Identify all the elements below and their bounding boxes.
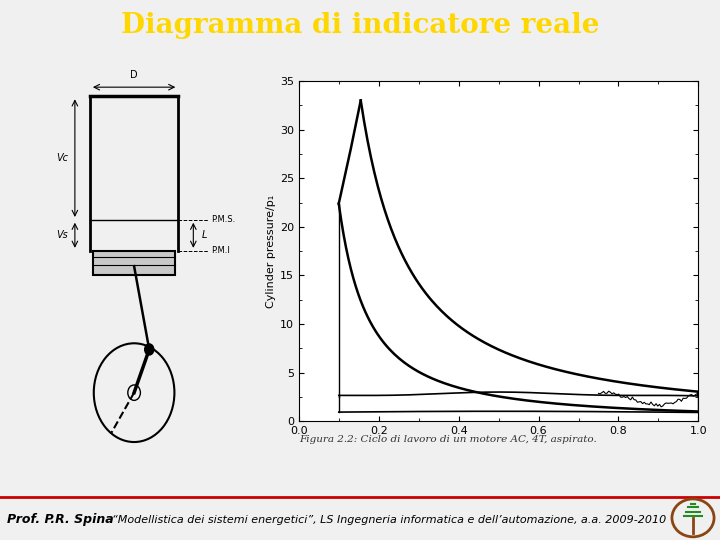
Text: P.M.I: P.M.I <box>211 246 230 255</box>
Text: Figura 2.2: Ciclo di lavoro di un motore AC, 4T, aspirato.: Figura 2.2: Ciclo di lavoro di un motore… <box>299 435 597 444</box>
Y-axis label: Cylinder pressure/p₁: Cylinder pressure/p₁ <box>266 194 276 308</box>
Text: “Modellistica dei sistemi energetici”, LS Ingegneria informatica e dell’automazi: “Modellistica dei sistemi energetici”, L… <box>112 515 666 525</box>
Text: P.M.S.: P.M.S. <box>211 215 235 224</box>
Text: Vs: Vs <box>56 230 68 240</box>
Text: Vc: Vc <box>56 153 68 163</box>
FancyBboxPatch shape <box>93 251 175 275</box>
Text: Prof. P.R. Spina: Prof. P.R. Spina <box>7 514 114 526</box>
Circle shape <box>145 344 154 355</box>
Text: D: D <box>130 70 138 80</box>
Text: L: L <box>202 230 207 240</box>
Text: Diagramma di indicatore reale: Diagramma di indicatore reale <box>121 11 599 39</box>
